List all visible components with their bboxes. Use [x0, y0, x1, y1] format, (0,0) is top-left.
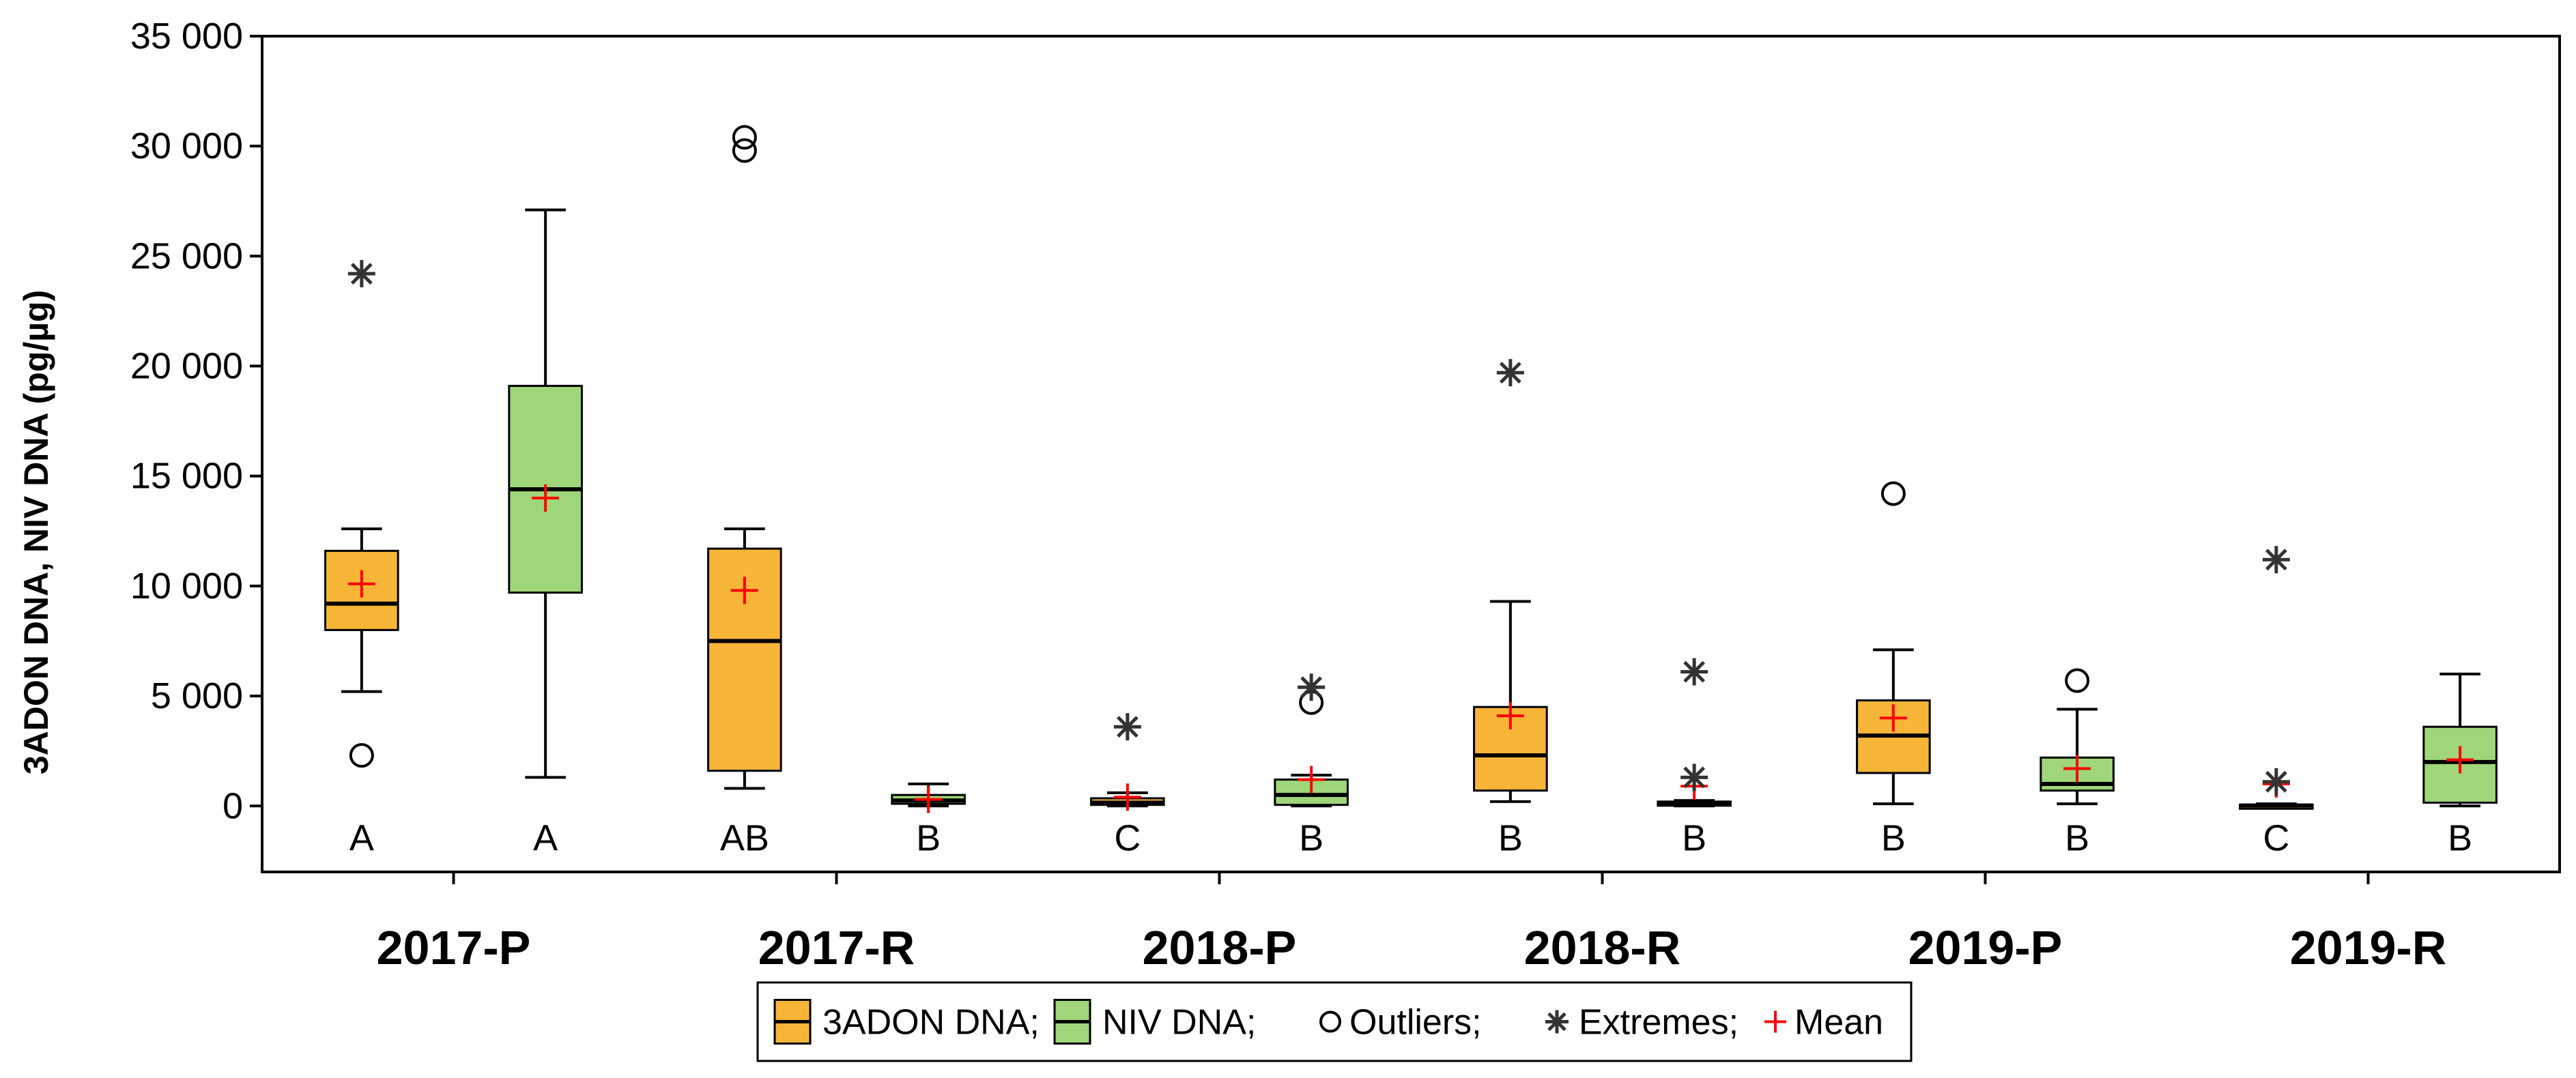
box-3adon-2018-P: C	[1090, 713, 1165, 858]
box-3adon-2017-P: A	[324, 260, 399, 858]
category-label: 2018-P	[1143, 921, 1297, 974]
legend: 3ADON DNA; NIV DNA; Outliers; Extremes; Mean	[756, 981, 1913, 1062]
legend-label: 3ADON DNA;	[822, 1003, 1040, 1043]
extreme-stroke	[350, 263, 373, 285]
extreme-point	[1496, 359, 1524, 387]
legend-mean-icon	[1764, 1010, 1786, 1033]
category-label: 2018-R	[1524, 921, 1681, 974]
significance-letter: C	[1114, 817, 1141, 858]
plot-area: A AB C B B CA B B B B B	[261, 35, 2561, 873]
legend-swatch-niv	[1053, 999, 1091, 1045]
legend-frame	[756, 981, 1913, 1062]
extreme-point	[347, 260, 375, 288]
outlier-point	[349, 743, 374, 768]
category-label: 2017-R	[758, 921, 915, 974]
extreme-stroke	[2265, 770, 2287, 793]
significance-letter: B	[2448, 817, 2472, 858]
significance-letter: A	[533, 817, 558, 858]
y-tick-label: 20 000	[130, 346, 243, 387]
box-3adon-2017-R: AB	[707, 125, 782, 858]
extreme-point	[1680, 763, 1708, 791]
significance-letter: B	[2065, 817, 2089, 858]
extreme-stroke	[1116, 716, 1139, 738]
box-niv-2019-P: B	[2040, 668, 2115, 858]
legend-label: Outliers;	[1349, 1003, 1482, 1043]
box-niv-2017-R: B	[891, 783, 966, 858]
legend-label: NIV DNA;	[1102, 1003, 1256, 1043]
significance-letter: A	[349, 817, 374, 858]
category-label: 2019-P	[1908, 921, 2063, 974]
box-niv-2019-R: B	[2422, 672, 2498, 858]
extreme-point	[1298, 673, 1326, 701]
y-tick-label: 25 000	[130, 235, 243, 276]
significance-letter: AB	[720, 817, 769, 858]
extreme-stroke	[1547, 1012, 1566, 1032]
extreme-point	[2262, 546, 2290, 574]
y-tick-label: 10 000	[130, 566, 243, 607]
y-tick-label: 30 000	[130, 126, 243, 166]
y-tick-label: 0	[223, 785, 243, 826]
significance-letter: B	[1498, 817, 1523, 858]
significance-letter: B	[1881, 817, 1906, 858]
extreme-stroke	[2265, 549, 2287, 571]
extreme-point	[2262, 768, 2290, 796]
box-niv-2017-P: A	[508, 208, 583, 858]
extreme-stroke	[1683, 766, 1706, 789]
extreme-stroke	[1300, 676, 1323, 699]
extreme-point	[1680, 658, 1708, 686]
outlier-point	[732, 125, 757, 150]
y-tick-label: 5 000	[151, 675, 243, 716]
significance-letter: B	[916, 817, 941, 858]
category-label: 2017-P	[377, 921, 531, 974]
extreme-point	[1113, 713, 1141, 741]
y-tick-label: 35 000	[130, 16, 243, 57]
box-3adon-2018-R: B	[1473, 359, 1548, 858]
significance-letter: B	[1682, 817, 1706, 858]
significance-letter: B	[1299, 817, 1323, 858]
category-label: 2019-R	[2290, 921, 2447, 974]
outlier-point	[1880, 481, 1906, 506]
outlier-point	[732, 138, 757, 163]
y-axis-label: 3ADON DNA, NIV DNA (pg/µg)	[17, 290, 55, 774]
legend-swatch-3adon	[773, 999, 812, 1045]
legend-label: Extremes;	[1579, 1003, 1738, 1043]
box-3adon-2019-P: B	[1856, 481, 1931, 858]
significance-letter: C	[2263, 817, 2289, 858]
box-niv-2018-R: B	[1657, 658, 1732, 858]
legend-extreme-icon	[1545, 1010, 1569, 1034]
x-axis: 2017-P 2017-R 2018-P 2018-R 2019-P 2019-R	[377, 872, 2447, 974]
y-axis: 0 5 000 10 000 15 000 20 000 25 000 30 000 35 0…	[130, 16, 262, 826]
extreme-stroke	[1499, 362, 1521, 384]
box-3adon-2019-R: C	[2239, 546, 2314, 858]
legend-outlier-icon	[1319, 1010, 1341, 1033]
outlier-point	[2065, 668, 2090, 693]
box-niv-2018-P: B	[1274, 673, 1349, 858]
legend-label: Mean	[1794, 1003, 1883, 1043]
extreme-stroke	[1683, 660, 1706, 683]
plot-frame	[261, 35, 2561, 873]
y-tick-label: 15 000	[130, 456, 243, 497]
